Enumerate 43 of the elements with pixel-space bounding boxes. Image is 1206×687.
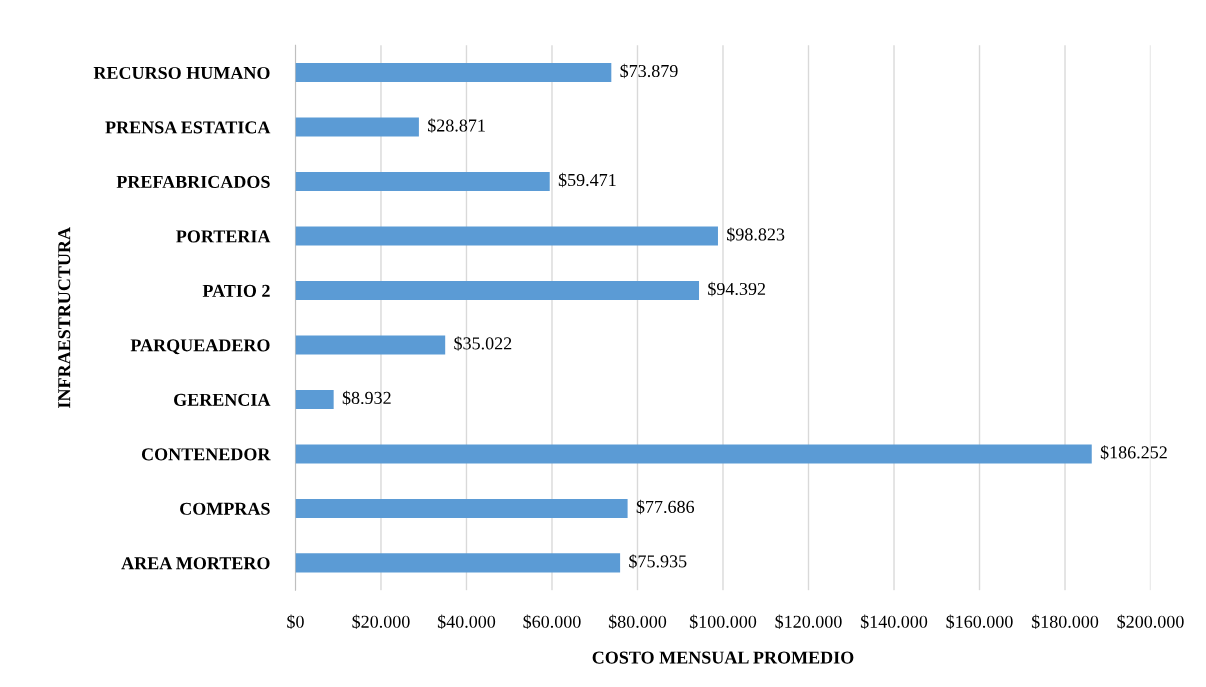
bar [295, 117, 419, 137]
y-tick-label: PORTERIA [176, 230, 271, 243]
x-tick-label: $140.000 [860, 614, 928, 630]
y-tick-label: PRENSA ESTATICA [105, 121, 271, 134]
y-tick-label: PARQUEADERO [130, 339, 270, 355]
x-tick-label: $100.000 [689, 614, 757, 630]
y-tick-label: AREA MORTERO [121, 557, 270, 570]
y-tick-label: COMPRAS [180, 502, 270, 515]
x-tick-label: $0 [287, 614, 304, 630]
y-tick-label: CONTENEDOR [141, 448, 271, 461]
data-label: $94.392 [708, 281, 766, 297]
x-tick-label: $120.000 [775, 614, 842, 630]
x-tick-label: $180.000 [1031, 614, 1099, 630]
bar [295, 498, 628, 518]
data-label: $98.823 [727, 227, 785, 242]
data-label: $59.471 [558, 172, 616, 188]
x-tick-label: $80.000 [608, 614, 667, 630]
data-label: $8.932 [342, 390, 391, 406]
x-tick-label: $20.000 [352, 614, 410, 630]
x-tick-label: $40.000 [437, 614, 496, 630]
bar [295, 335, 446, 355]
y-tick-label: PREFABRICADOS [116, 175, 270, 188]
bar [295, 63, 612, 83]
bar [295, 226, 718, 246]
y-tick-label: GERENCIA [174, 393, 271, 406]
data-label: $35.022 [454, 336, 512, 351]
x-tick-label: $160.000 [946, 614, 1013, 630]
x-tick-label: $60.000 [523, 614, 581, 630]
data-label: $77.686 [636, 499, 695, 515]
y-tick-label: PATIO 2 [202, 284, 270, 297]
data-label: $73.879 [620, 63, 678, 79]
data-label: $186.252 [1100, 445, 1167, 460]
x-axis-title: COSTO MENSUAL PROMEDIO [592, 651, 854, 664]
bar [295, 553, 621, 573]
data-label: $75.935 [629, 554, 687, 569]
data-label: $28.871 [428, 118, 485, 133]
bar [295, 172, 550, 192]
bar [295, 444, 1092, 464]
bar [295, 280, 700, 301]
y-axis-title: INFRAESTRUCTURA [58, 227, 71, 408]
x-tick-label: $200.000 [1117, 614, 1184, 630]
bar [295, 389, 334, 409]
y-tick-label: RECURSO HUMANO [93, 66, 270, 80]
